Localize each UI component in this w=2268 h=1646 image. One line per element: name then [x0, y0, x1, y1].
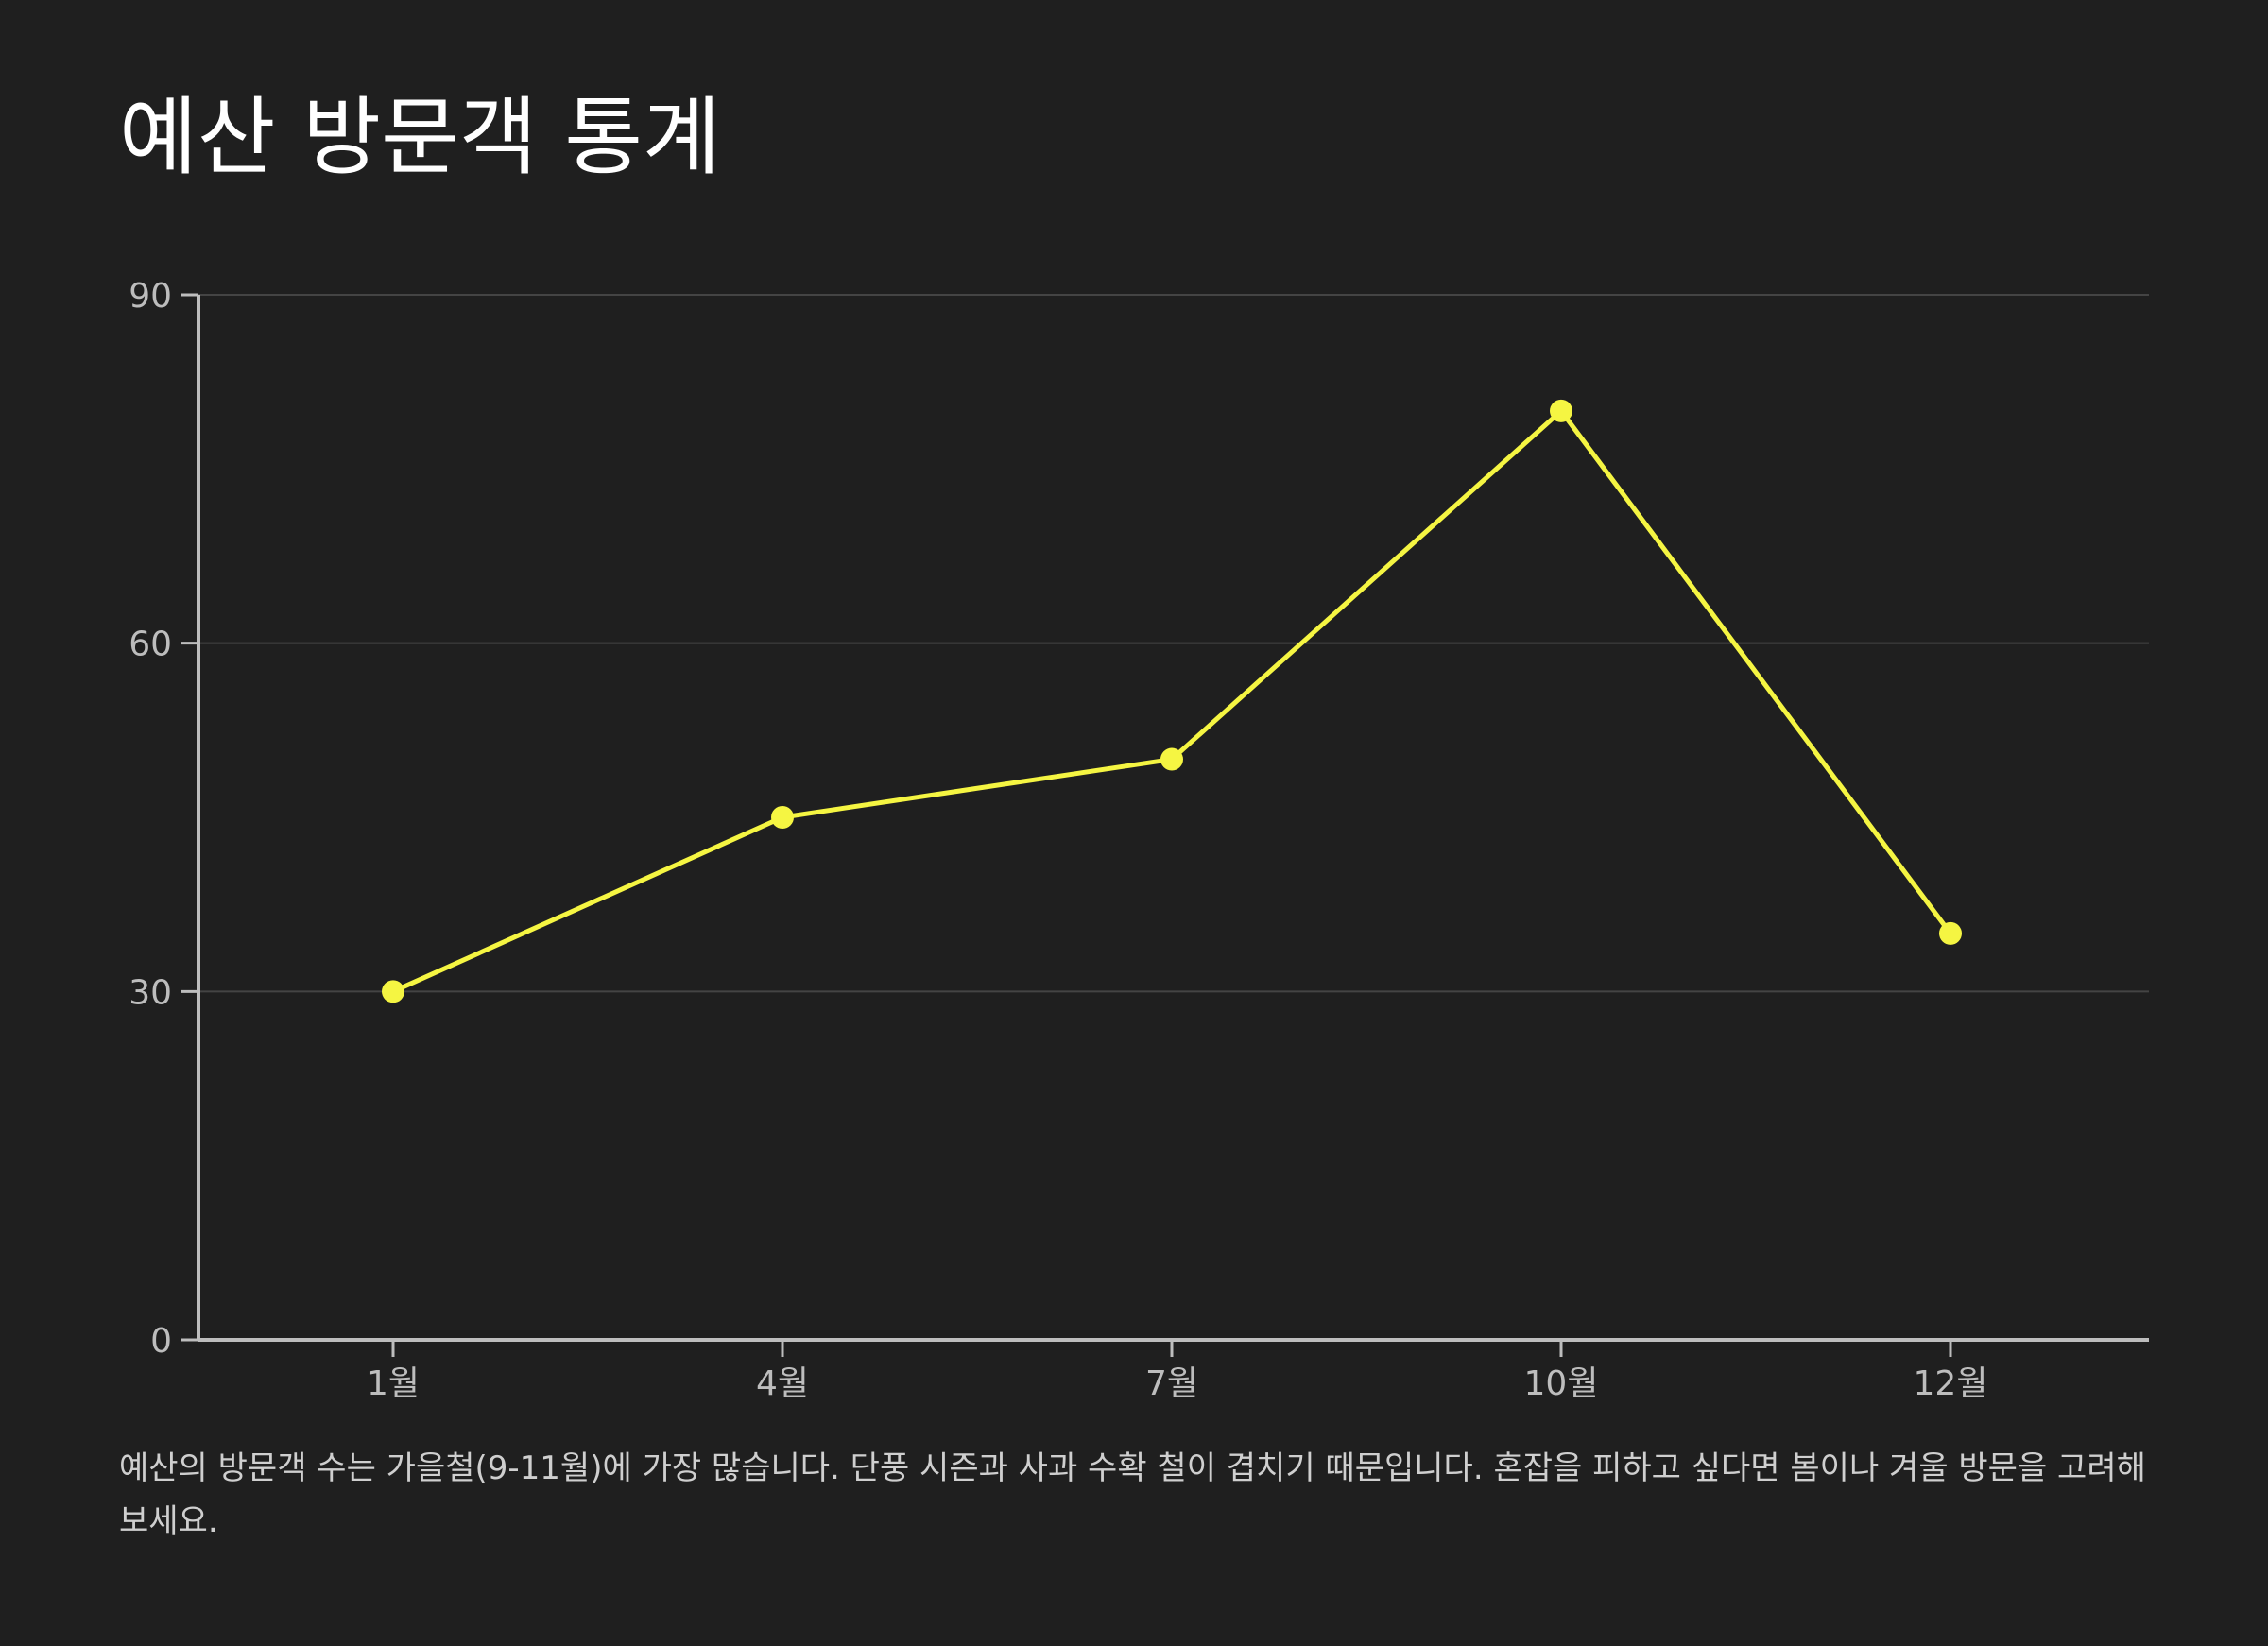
data-point [771, 806, 794, 829]
data-point [1160, 747, 1183, 771]
data-point [1939, 921, 1962, 945]
y-tick-label: 30 [129, 973, 172, 1012]
y-tick-label: 60 [129, 626, 172, 664]
series [382, 399, 1962, 1003]
data-point [382, 980, 404, 1003]
y-tick-label: 90 [129, 277, 172, 316]
chart-caption: 예산의 방문객 수는 가을철(9-11월)에 가장 많습니다. 단풍 시즌과 사… [119, 1449, 2146, 1540]
x-tick-label: 4월 [756, 1364, 809, 1403]
x-tick-label: 12월 [1914, 1364, 1988, 1403]
x-tick-label: 1월 [367, 1364, 420, 1403]
series-line [391, 408, 1953, 994]
y-tick-label: 0 [150, 1322, 172, 1361]
x-tick-label: 10월 [1524, 1364, 1599, 1403]
data-point [1550, 399, 1572, 422]
axes [181, 293, 2149, 1357]
gridlines [198, 294, 2149, 993]
tick-labels: 0 30 60 90 1월 4월 7월 10월 12월 [129, 277, 1987, 1403]
chart-title: 예산 방문객 통계 [119, 88, 721, 187]
x-tick-label: 7월 [1145, 1364, 1198, 1403]
